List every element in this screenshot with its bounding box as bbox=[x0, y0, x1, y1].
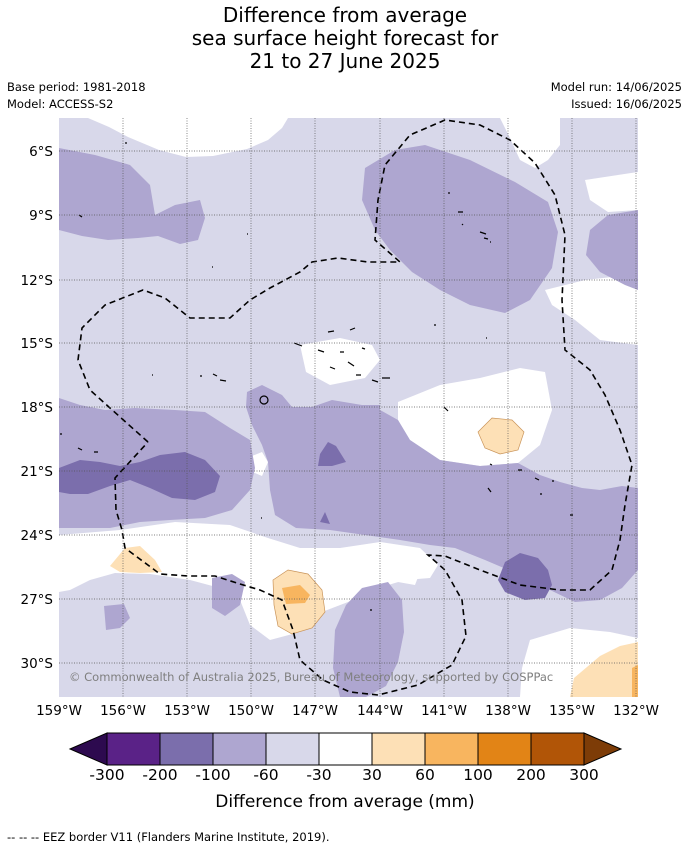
eez-legend-note: -- -- -- EEZ border V11 (Flanders Marine… bbox=[7, 830, 330, 844]
contour-outline bbox=[477, 417, 525, 455]
lon-tick: 132°W bbox=[613, 703, 659, 719]
eez-border bbox=[77, 119, 633, 696]
contour-minus60 bbox=[333, 582, 404, 697]
title-line-1: Difference from average bbox=[222, 3, 468, 27]
white-region bbox=[59, 522, 438, 640]
lat-tick: 6°S bbox=[29, 144, 53, 160]
colorbar-swatch bbox=[318, 732, 373, 766]
model-run: Model run: 14/06/2025 bbox=[550, 80, 682, 94]
lon-tick: 147°W bbox=[292, 703, 338, 719]
contour-minus60 bbox=[59, 148, 205, 244]
colorbar-extend-low bbox=[68, 732, 108, 766]
colorbar-label: -300 bbox=[89, 766, 125, 784]
lon-tick: 150°W bbox=[228, 703, 274, 719]
meta-left: Base period: 1981-2018 Model: ACCESS-S2 bbox=[7, 79, 146, 113]
lat-tick: 12°S bbox=[21, 273, 54, 289]
lat-tick: 18°S bbox=[21, 400, 54, 416]
meta-right: Model run: 14/06/2025 Issued: 16/06/2025 bbox=[551, 79, 682, 113]
colorbar-swatch bbox=[106, 732, 161, 766]
colorbar-swatch bbox=[530, 732, 585, 766]
lat-tick: 9°S bbox=[29, 208, 53, 224]
lat-tick: 24°S bbox=[21, 528, 54, 544]
white-region bbox=[500, 118, 560, 168]
contour-plus30 bbox=[570, 642, 638, 697]
colorbar bbox=[68, 732, 623, 766]
model-name: Model: ACCESS-S2 bbox=[7, 97, 114, 111]
lon-tick: 159°W bbox=[36, 703, 82, 719]
islands-layer bbox=[60, 142, 573, 611]
lon-tick: 141°W bbox=[421, 703, 467, 719]
colorbar-swatch bbox=[371, 732, 426, 766]
white-region bbox=[300, 338, 380, 385]
contour-minus100 bbox=[59, 452, 220, 500]
colorbar-label: 200 bbox=[516, 766, 546, 784]
lat-tick: 15°S bbox=[21, 336, 54, 352]
colorbar-label: 300 bbox=[569, 766, 599, 784]
island bbox=[458, 211, 491, 243]
lat-tick: 30°S bbox=[21, 656, 54, 672]
contour-minus60 bbox=[246, 385, 638, 602]
contour-fill-layer bbox=[59, 118, 638, 697]
contour-plus60 bbox=[632, 665, 638, 697]
contour-outline bbox=[272, 569, 326, 635]
contour-minus100 bbox=[318, 442, 346, 466]
lon-tick: 144°W bbox=[357, 703, 403, 719]
lon-tick: 153°W bbox=[164, 703, 210, 719]
white-region bbox=[585, 172, 638, 212]
white-region bbox=[545, 275, 638, 345]
island bbox=[259, 395, 269, 405]
contour-minus60 bbox=[362, 145, 558, 313]
colorbar-label: 30 bbox=[362, 766, 382, 784]
colorbar-swatch bbox=[477, 732, 532, 766]
island bbox=[487, 463, 573, 516]
island bbox=[293, 327, 379, 383]
base-period: Base period: 1981-2018 bbox=[7, 80, 146, 94]
contour-minus60 bbox=[104, 604, 130, 630]
white-region bbox=[59, 118, 288, 157]
copyright-text: © Commonwealth of Australia 2025, Bureau… bbox=[69, 670, 553, 684]
island bbox=[212, 233, 248, 268]
island bbox=[60, 433, 98, 453]
contour-minus100 bbox=[498, 553, 552, 600]
title-line-2: sea surface height forecast for bbox=[191, 26, 499, 50]
colorbar-extend-high bbox=[583, 732, 623, 766]
lon-tick: 135°W bbox=[549, 703, 595, 719]
colorbar-label: -60 bbox=[253, 766, 279, 784]
colorbar-swatch bbox=[265, 732, 320, 766]
colorbar-label: -200 bbox=[142, 766, 178, 784]
island bbox=[261, 517, 372, 611]
colorbar-swatch bbox=[424, 732, 479, 766]
white-region bbox=[372, 568, 420, 585]
island bbox=[434, 324, 487, 412]
colorbar-label: 100 bbox=[463, 766, 493, 784]
colorbar-label: -30 bbox=[306, 766, 332, 784]
colorbar-title: Difference from average (mm) bbox=[215, 792, 475, 812]
lat-tick: 27°S bbox=[21, 592, 54, 608]
eez-border-layer bbox=[77, 119, 633, 696]
lon-tick: 138°W bbox=[485, 703, 531, 719]
contour-plus30 bbox=[478, 418, 524, 454]
contour-minus100 bbox=[320, 512, 330, 524]
issued-date: Issued: 16/06/2025 bbox=[571, 97, 682, 111]
colorbar-label: 60 bbox=[415, 766, 435, 784]
gridlines bbox=[59, 118, 638, 697]
contour-minus60 bbox=[586, 210, 638, 290]
lon-tick: 156°W bbox=[100, 703, 146, 719]
lat-tick: 21°S bbox=[21, 464, 54, 480]
contour-minus60 bbox=[212, 574, 245, 616]
map-title: Difference from average sea surface heig… bbox=[0, 4, 690, 73]
colorbar-label: -100 bbox=[195, 766, 231, 784]
colorbar-swatch bbox=[159, 732, 214, 766]
title-line-3: 21 to 27 June 2025 bbox=[249, 49, 441, 73]
colorbar-swatch bbox=[212, 732, 267, 766]
island bbox=[152, 373, 390, 382]
